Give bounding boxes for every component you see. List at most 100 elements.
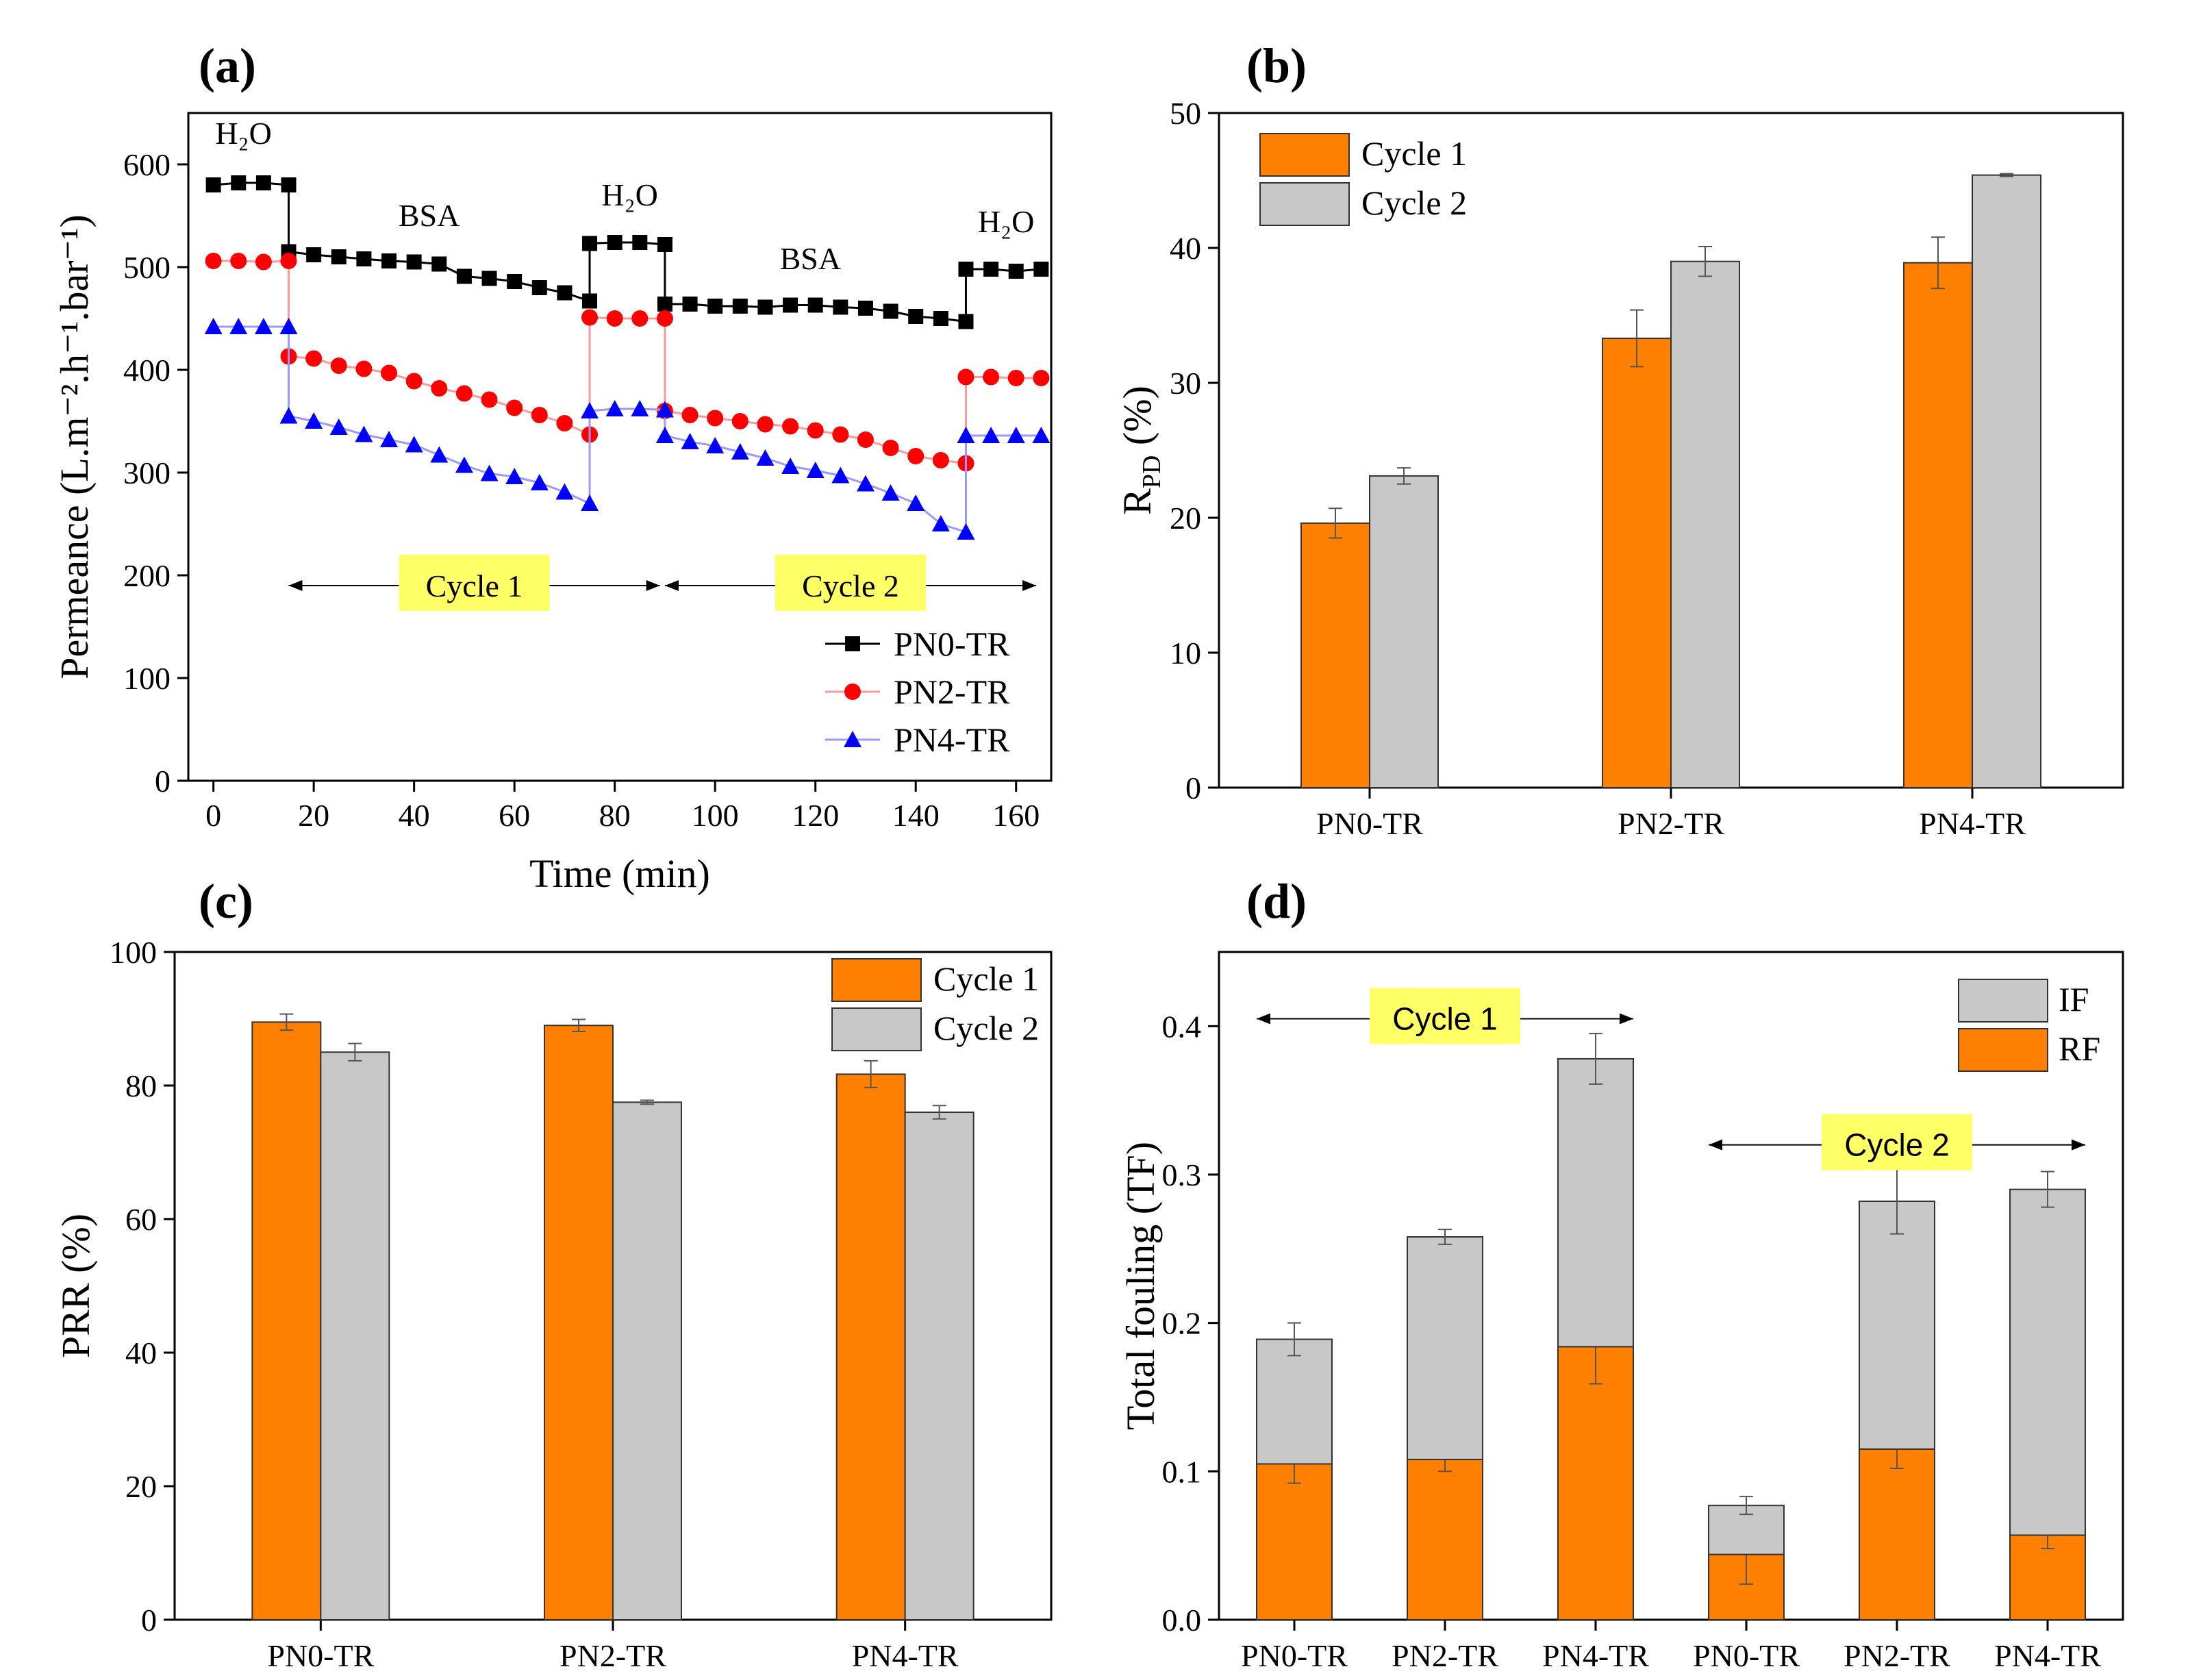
legend-label-Cycle-2: Cycle 2 [933,1009,1039,1047]
category-label-d: PN2-TR [1844,1638,1950,1673]
data-point-PN2-TR [355,360,373,377]
category-label-d: PN4-TR [1542,1638,1649,1673]
data-point-PN4-TR [355,425,373,442]
cycle-label-bg-d [1822,1114,1972,1170]
x-tick-label-a: 0 [205,798,221,833]
legend-marker-PN2-TR [844,684,861,700]
cycle-label-d: Cycle 2 [1844,1127,1949,1163]
data-point-PN4-TR [806,462,825,478]
legend-label-PN2-TR: PN2-TR [894,673,1010,711]
data-point-PN4-TR [555,483,574,500]
panel-d-total-fouling-chart: 0.0 0.1 0.2 0.3 0.4 Total fouling (TF) PN0-TR P… [1118,951,2124,1673]
stacked-bar-IF [2009,1188,2086,1536]
x-tick-label-a: 40 [399,798,430,833]
bar-Cycle-2 [904,1112,974,1620]
data-point-PN2-TR [305,350,323,367]
data-point-PN0-TR [707,299,723,314]
data-point-PN0-TR [255,175,271,190]
data-point-PN0-TR [833,299,848,315]
data-point-PN2-TR [757,416,774,433]
data-point-PN0-TR [481,271,497,286]
data-point-PN2-TR [631,310,649,327]
y-tick-label-c: 40 [125,1336,157,1370]
y-axis-title-d: Total fouling (TF) [1118,1142,1163,1430]
data-point-PN2-TR [656,310,673,327]
category-label-c: PN4-TR [852,1638,959,1673]
data-point-PN4-TR [781,457,800,474]
data-point-PN0-TR [1033,262,1049,277]
data-point-PN4-TR [831,466,850,484]
data-point-PN0-TR [306,247,322,262]
data-point-PN4-TR [957,523,975,540]
y-tick-label-c: 100 [110,935,157,970]
bar-Cycle-1 [1903,262,1973,789]
data-point-PN2-TR [405,373,423,390]
cycle-label-a: Cycle 1 [426,568,523,603]
data-point-PN4-TR [455,456,473,473]
panel-a-permeance-chart: 0 100 200 300 400 500 600 0 20 40 60 80 100 120 140 160… [52,112,1053,896]
y-tick-label-b: 50 [1170,96,1201,131]
data-point-PN0-TR [632,235,648,250]
data-point-PN2-TR [707,410,724,427]
data-point-PN4-TR [681,433,699,449]
x-tick-label-a: 140 [892,798,940,833]
data-point-PN4-TR [605,400,624,416]
data-point-PN0-TR [331,249,347,264]
category-label-c: PN0-TR [267,1638,374,1673]
arrow-head-left [1257,1013,1270,1025]
annotation-BSA: BSA [399,198,460,233]
data-point-PN4-TR [982,427,1001,443]
data-point-PN2-TR [205,253,222,269]
data-point-PN0-TR [281,177,297,192]
y-tick-label-b: 30 [1170,366,1201,401]
panel-letter-b: (b) [1246,38,1307,93]
legend-label-PN4-TR: PN4-TR [894,720,1010,759]
stacked-bar-IF [1557,1058,1634,1348]
data-point-PN0-TR [883,303,898,319]
data-point-PN2-TR [983,368,1000,386]
stacked-bar-RF [1407,1459,1483,1620]
cycle-label-bg-a [775,555,926,611]
data-point-PN0-TR [933,311,948,326]
data-point-PN0-TR [531,280,547,295]
data-point-PN0-TR [231,175,247,190]
category-label-c: PN2-TR [559,1638,666,1673]
category-label-d: PN2-TR [1392,1638,1498,1673]
annotation-H₂O: H₂O [601,177,657,212]
data-point-PN0-TR [507,274,523,289]
cycle-label-bg-d [1370,988,1520,1044]
data-point-PN4-TR [881,484,900,501]
y-tick-label-d: 0.1 [1162,1454,1202,1489]
data-point-PN4-TR [1007,427,1025,443]
data-point-PN2-TR [807,422,824,439]
bar-Cycle-1 [835,1073,906,1621]
arrow-head-right [1620,1013,1633,1025]
data-point-PN4-TR [505,468,524,484]
data-point-PN2-TR [330,358,347,374]
category-label-d: PN4-TR [1994,1638,2101,1673]
y-tick-label-d: 0.3 [1162,1157,1202,1192]
data-point-PN2-TR [932,452,949,468]
data-point-PN0-TR [557,285,573,301]
bar-Cycle-2 [1369,475,1439,788]
data-point-PN4-TR [655,401,674,418]
y-tick-label-b: 10 [1170,636,1201,670]
stacked-bar-IF [1256,1338,1333,1465]
data-point-PN4-TR [655,427,674,443]
data-point-PN4-TR [756,449,775,466]
data-point-PN2-TR [857,431,874,448]
data-point-PN4-TR [706,437,725,453]
data-point-PN2-TR [556,415,573,431]
y-tick-label-b: 0 [1185,770,1201,805]
stacked-bar-IF [1407,1236,1483,1460]
legend-swatch-RF [1958,1028,2048,1072]
data-point-PN4-TR [581,402,599,418]
legend-label-PN0-TR: PN0-TR [894,625,1010,663]
category-label-d: PN0-TR [1241,1638,1348,1673]
y-tick-label-b: 20 [1170,501,1201,536]
data-point-PN4-TR [931,515,950,531]
data-point-PN0-TR [431,256,447,272]
data-point-PN2-TR [581,309,599,326]
legend-swatch-Cycle-1 [831,958,922,1002]
